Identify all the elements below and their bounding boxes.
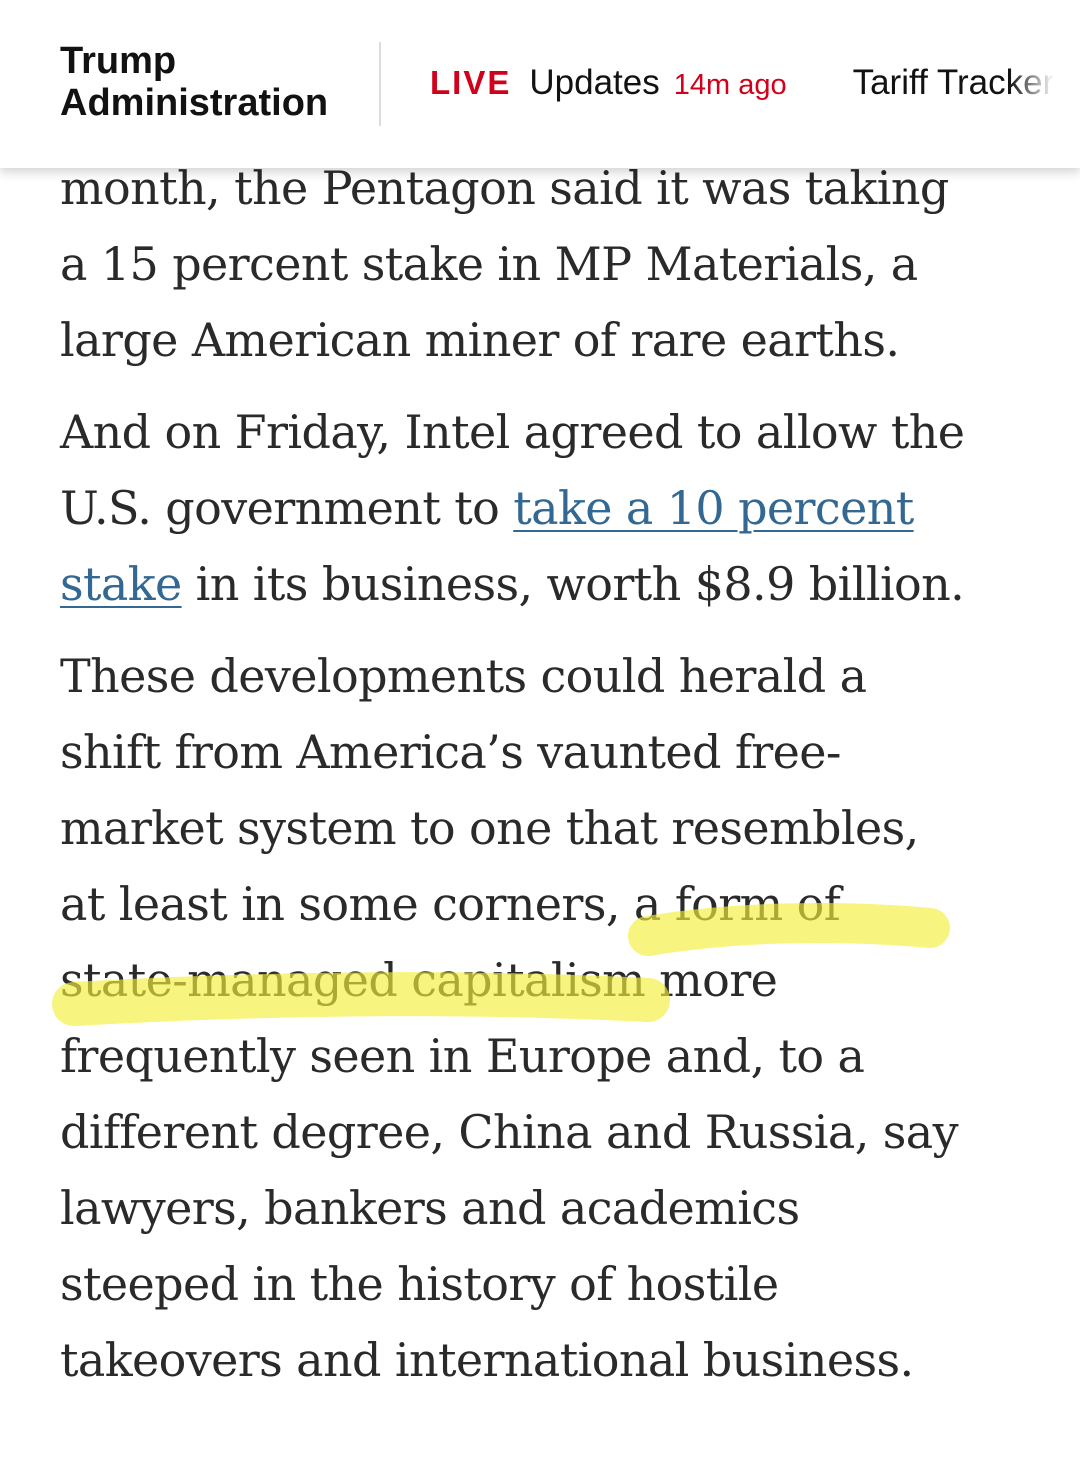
p3-line8: lawyers, bankers and academics	[60, 1181, 800, 1235]
p3-line9: steeped in the history of hostile	[60, 1257, 779, 1311]
p3-line5-text: more	[645, 953, 778, 1007]
header-divider	[379, 42, 381, 126]
p2-line3: stake in its business, worth $8.9 billio…	[60, 546, 1050, 622]
p2-line3-text: in its business, worth $8.9 billion.	[181, 557, 965, 611]
tariff-tracker-link[interactable]: Tariff Tracker	[852, 63, 1055, 102]
p1-line2: a 15 percent stake in MP Materials, a	[60, 237, 918, 291]
paragraph-1: month, the Pentagon said it was taking a…	[60, 150, 1050, 378]
p2-line2: U.S. government to take a 10 percent	[60, 470, 1050, 546]
paragraph-3: These developments could herald a shift …	[60, 638, 1050, 1398]
p2-line2-text: U.S. government to	[60, 481, 514, 535]
p3-line4-text: at least in some corners,	[60, 877, 634, 931]
p3-line2: shift from America’s vaunted free-	[60, 725, 841, 779]
p1-line3: large American miner of rare earths.	[60, 313, 900, 367]
live-label: LIVE	[430, 64, 512, 101]
highlighted-text-part1: a form of	[633, 877, 841, 931]
stake-article-link-part2[interactable]: stake	[60, 557, 182, 611]
p3-line4: at least in some corners, a form of	[60, 866, 1050, 942]
paragraph-2: And on Friday, Intel agreed to allow the…	[60, 394, 1050, 622]
p3-line6: frequently seen in Europe and, to a	[60, 1029, 865, 1083]
sticky-header: Trump Administration LIVE Updates 14m ag…	[0, 0, 1080, 168]
highlighted-text-part2: state-managed capitalism	[60, 953, 646, 1007]
article-body: month, the Pentagon said it was taking a…	[60, 150, 1050, 1414]
stake-article-link-part1[interactable]: take a 10 percent	[513, 481, 914, 535]
p3-line3: market system to one that resembles,	[60, 801, 919, 855]
p2-line1: And on Friday, Intel agreed to allow the	[60, 405, 965, 459]
p3-line5: state-managed capitalism more	[60, 942, 1050, 1018]
updates-label: Updates	[529, 63, 660, 102]
section-title-link[interactable]: Trump Administration	[60, 40, 360, 124]
updated-ago-label: 14m ago	[673, 69, 787, 101]
header-nav: LIVE Updates 14m ago Tariff Tracker	[430, 63, 1054, 107]
p1-line1: month, the Pentagon said it was taking	[60, 161, 949, 215]
section-title-line1: Trump	[60, 40, 177, 82]
section-title-line2: Administration	[60, 82, 329, 124]
p3-line1: These developments could herald a	[60, 649, 867, 703]
p3-line7: different degree, China and Russia, say	[60, 1105, 959, 1159]
p3-line10: takeovers and international business.	[60, 1333, 914, 1387]
live-updates-link[interactable]: LIVE Updates 14m ago	[430, 63, 787, 103]
